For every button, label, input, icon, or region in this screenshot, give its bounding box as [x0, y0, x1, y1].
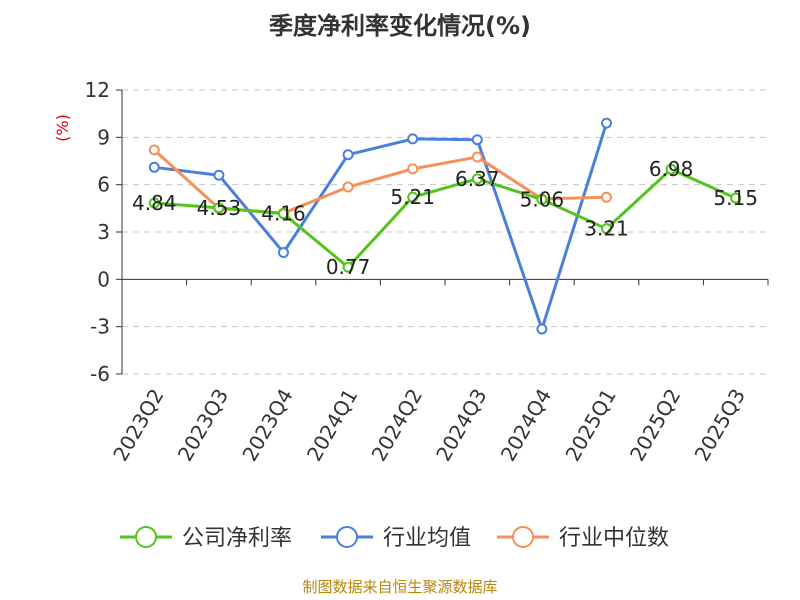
data-point: [407, 191, 419, 203]
x-tick-label: 2024Q1: [302, 385, 362, 466]
legend-item-1: 行业均值: [321, 526, 471, 551]
y-tick-labels: -6 -3 0 3 6 9 12: [85, 78, 110, 386]
y-tick-label: -3: [90, 315, 110, 339]
x-tick-label: 2025Q1: [560, 385, 620, 466]
data-point: [407, 133, 419, 145]
x-tick-label: 2024Q2: [367, 385, 427, 466]
y-tick-label: 9: [97, 125, 110, 149]
y-tick-label: 0: [97, 267, 110, 291]
legend-item-0: 公司净利率: [120, 526, 292, 551]
chart-title: 季度净利率变化情况(%): [269, 12, 531, 40]
data-point: [148, 197, 160, 209]
data-label: 5.15: [713, 186, 758, 210]
legend-marker: [135, 526, 157, 548]
data-point: [471, 173, 483, 185]
series-line: [154, 167, 737, 269]
data-labels: 4.84 4.53 4.16 0.77 5.21 6.37 5.06 3.21 6.98 5.15: [132, 157, 758, 279]
axes: [116, 89, 769, 375]
y-tick-label: 3: [97, 220, 110, 244]
series-0: [148, 163, 742, 273]
x-tick-label: 2024Q3: [431, 385, 491, 466]
y-tick-label: -6: [90, 362, 110, 386]
data-point: [213, 169, 225, 181]
legend-label: 公司净利率: [182, 526, 292, 551]
x-tick-labels: 2023Q2 2023Q3 2023Q4 2024Q1 2024Q2 2024Q3 2024…: [108, 385, 750, 466]
x-tick-label: 2025Q2: [625, 385, 685, 466]
data-point: [148, 161, 160, 173]
series-1: [148, 117, 612, 335]
data-point: [342, 181, 354, 193]
y-axis-unit: (%): [53, 114, 72, 142]
data-point: [148, 144, 160, 156]
data-point: [601, 223, 612, 235]
data-point: [342, 149, 354, 161]
data-point: [278, 208, 289, 220]
data-point: [342, 261, 354, 273]
legend-label: 行业均值: [383, 526, 471, 551]
x-tick-label: 2025Q3: [690, 385, 750, 466]
legend-marker: [336, 526, 358, 548]
x-tick-label: 2023Q4: [237, 385, 297, 466]
series-line: [154, 122, 608, 331]
data-point: [213, 202, 225, 214]
data-label: 5.21: [390, 185, 435, 209]
data-point: [471, 134, 483, 146]
x-tick-label: 2023Q3: [173, 385, 233, 466]
legend: 公司净利率 行业均值 行业中位数: [120, 526, 669, 551]
data-point: [407, 163, 419, 175]
data-point: [601, 117, 612, 129]
data-label: 6.98: [649, 157, 694, 181]
data-label: 3.21: [584, 217, 629, 241]
data-label: 6.37: [455, 167, 500, 191]
legend-marker: [512, 526, 534, 548]
data-label: 0.77: [326, 255, 371, 279]
data-point: [730, 192, 742, 204]
data-point: [665, 163, 677, 175]
data-point: [536, 323, 548, 335]
data-label: 5.06: [520, 187, 565, 211]
y-tick-label: 12: [85, 78, 110, 102]
data-point: [278, 247, 289, 259]
x-tick-label: 2023Q2: [108, 385, 168, 466]
x-tick-label: 2024Q4: [496, 385, 556, 466]
data-label: 4.84: [132, 191, 177, 215]
legend-item-2: 行业中位数: [497, 526, 669, 551]
legend-label: 行业中位数: [559, 526, 669, 551]
source-note: 制图数据来自恒生聚源数据库: [302, 578, 497, 596]
data-point: [601, 191, 612, 203]
y-tick-label: 6: [97, 173, 110, 197]
grid-lines: [122, 89, 768, 375]
data-label: 4.16: [261, 202, 306, 226]
series-group: [148, 117, 742, 335]
data-label: 4.53: [197, 196, 242, 220]
data-point: [536, 193, 548, 205]
data-point: [471, 151, 483, 163]
